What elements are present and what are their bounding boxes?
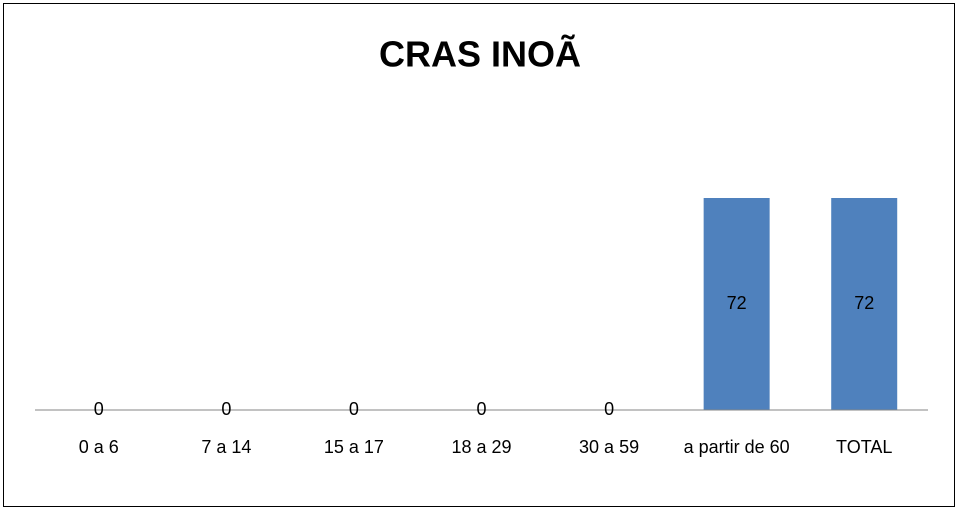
data-label: 72 [854,293,874,313]
bar [703,198,770,410]
x-tick-label: 15 a 17 [324,437,384,457]
x-tick-label: 18 a 29 [451,437,511,457]
chart-border [3,3,955,507]
data-label: 0 [94,399,104,419]
data-label: 0 [604,399,614,419]
data-label: 0 [349,399,359,419]
x-tick-label: 0 a 6 [79,437,119,457]
x-tick-label: 7 a 14 [201,437,251,457]
chart-title: CRAS INOÃ [379,33,581,75]
data-label: 0 [221,399,231,419]
x-tick-label: TOTAL [836,437,892,457]
data-label: 72 [727,293,747,313]
data-label: 0 [476,399,486,419]
x-tick-label: a partir de 60 [684,437,790,457]
x-tick-label: 30 a 59 [579,437,639,457]
bar [831,198,898,410]
